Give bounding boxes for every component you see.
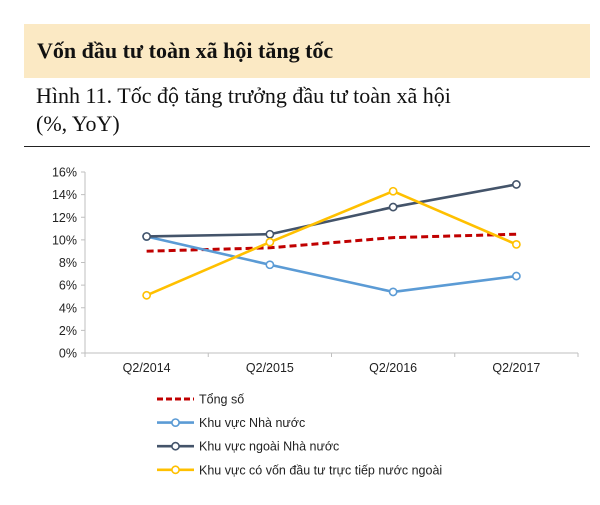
section-title: Vốn đầu tư toàn xã hội tăng tốc	[37, 38, 334, 63]
y-tick-label: 6%	[59, 279, 77, 293]
x-tick-label: Q2/2017	[492, 361, 540, 375]
legend-marker-2	[171, 418, 180, 427]
x-tick-label: Q2/2014	[123, 361, 171, 375]
y-tick-label: 4%	[59, 301, 77, 315]
y-tick-label: 16%	[52, 166, 77, 180]
series-3-point	[265, 229, 275, 239]
series-line-4	[146, 189, 517, 297]
legend-marker-4	[171, 465, 180, 475]
series-line-3	[146, 183, 517, 238]
series-3-point	[511, 180, 521, 189]
series-2-point	[511, 271, 521, 281]
x-tick-label: Q2/2016	[369, 361, 417, 375]
y-tick-label: 8%	[59, 256, 77, 270]
figure-title-line-1: Hình 11. Tốc độ tăng trưởng đầu tư toàn …	[36, 83, 451, 108]
chart-axes: 0% 2% 4% 6% 8% 10% 12% 14% 16% Q2/2014 Q2/2015 Q2/2…	[52, 166, 579, 375]
legend-label-3: Khu vực ngoài Nhà nước	[199, 440, 339, 454]
series-3-point	[388, 202, 398, 212]
y-tick-label: 14%	[52, 188, 77, 202]
legend-label-1: Tổng số	[199, 393, 244, 407]
figure-title: Hình 11. Tốc độ tăng trưởng đầu tư toàn …	[36, 82, 556, 138]
series-3-point	[142, 232, 152, 241]
series-4-point	[511, 239, 521, 249]
title-divider	[24, 146, 590, 147]
y-tick-label: 2%	[59, 324, 77, 338]
series-4-point	[265, 237, 275, 247]
legend-label-2: Khu vực Nhà nước	[199, 416, 305, 430]
y-tick-label: 10%	[52, 233, 77, 247]
legend-marker-3	[171, 441, 180, 451]
series-line-2	[146, 235, 517, 294]
section-banner: Vốn đầu tư toàn xã hội tăng tốc	[24, 24, 590, 78]
x-tick-label: Q2/2015	[246, 361, 294, 375]
y-tick-label: 12%	[52, 211, 77, 225]
series-2-point	[388, 287, 398, 297]
chart-series	[142, 180, 521, 300]
series-2-point	[265, 260, 275, 270]
figure-title-line-2: (%, YoY)	[36, 111, 120, 136]
series-4-point	[388, 186, 398, 196]
series-4-point	[142, 290, 152, 300]
y-tick-label: 0%	[59, 347, 77, 361]
legend-label-4: Khu vực có vốn đầu tư trực tiếp nước ngo…	[199, 463, 442, 477]
chart-legend: Tổng số Khu vực Nhà nước Khu vực ngoài Nhà…	[157, 393, 442, 477]
